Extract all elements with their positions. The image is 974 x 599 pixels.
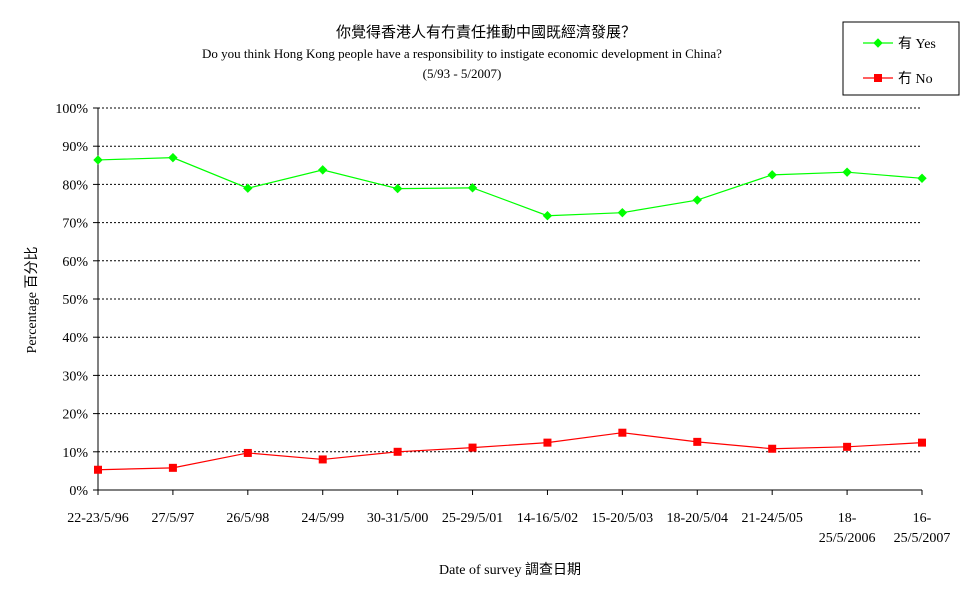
gridlines [98, 107, 922, 453]
x-tick-label: 27/5/97 [152, 511, 195, 526]
x-tick-label: 16- 25/5/2007 [894, 511, 951, 546]
x-tick-label: 25-29/5/01 [442, 511, 503, 526]
data-point-1 [318, 455, 327, 464]
y-axis: 0% 10% 20% 30% 40% 50% 60% 70% 80% 90% 100% [55, 102, 99, 499]
y-tick-label: 90% [62, 140, 88, 155]
x-tick-label-line: 14-16/5/02 [517, 511, 578, 526]
data-point-1 [843, 442, 852, 451]
y-tick-label: 0% [69, 484, 88, 499]
y-tick-label: 70% [62, 217, 88, 232]
data-point-0 [917, 173, 927, 183]
data-point-0 [617, 207, 628, 218]
data-point-1 [543, 438, 552, 447]
x-tick-label: 24/5/99 [301, 511, 344, 526]
legend-box [842, 21, 960, 96]
series-line-0 [97, 157, 923, 217]
y-tick-label: 10% [62, 446, 88, 461]
x-tick-label: 22-23/5/96 [67, 511, 128, 526]
data-point-0 [542, 211, 553, 221]
x-tick-label-line: 21-24/5/05 [741, 511, 802, 526]
y-tick-label: 20% [62, 408, 88, 423]
legend-label: 有 Yes [898, 36, 936, 52]
x-tick-label: 15-20/5/03 [592, 511, 653, 526]
data-point-1 [243, 448, 252, 457]
series-layer [93, 152, 927, 474]
x-tick-label-line: 25-29/5/01 [442, 511, 503, 526]
data-point-1 [618, 428, 627, 437]
x-tick-label-line: 22-23/5/96 [67, 511, 128, 526]
x-tick-label: 26/5/98 [226, 511, 269, 526]
x-axis-label: Date of survey 調查日期 [439, 562, 581, 578]
x-tick-label-line: 30-31/5/00 [367, 511, 428, 526]
data-point-1 [768, 444, 777, 453]
x-tick-label-line: 25/5/2007 [894, 531, 951, 546]
chart-title: 你覺得香港人有冇責任推動中國既經濟發展？ [336, 24, 636, 41]
series-line-1 [97, 432, 923, 471]
chart-date-range: (5/93 - 5/2007) [423, 66, 502, 81]
x-axis: 22-23/5/96 27/5/97 26/5/98 24/5/99 30-31/5/0… [67, 489, 951, 546]
data-point-1 [94, 465, 102, 474]
data-point-0 [467, 183, 478, 193]
y-tick-label: 60% [62, 255, 88, 270]
x-tick-label: 30-31/5/00 [367, 511, 428, 526]
y-tick-label: 100% [55, 102, 88, 117]
x-tick-label-line: 16- [913, 511, 932, 526]
data-point-0 [168, 152, 178, 163]
x-tick-label-line: 26/5/98 [226, 511, 269, 526]
x-tick-label-line: 24/5/99 [301, 511, 344, 526]
y-axis-label: Percentage 百分比 [24, 247, 40, 354]
x-tick-label: 18-20/5/04 [667, 511, 728, 526]
y-tick-label: 50% [62, 293, 88, 308]
data-point-0 [692, 195, 702, 205]
data-point-1 [693, 437, 702, 446]
x-tick-label-line: 18-20/5/04 [667, 511, 728, 526]
chart-subtitle: Do you think Hong Kong people have a res… [202, 46, 722, 61]
data-point-1 [168, 463, 177, 472]
y-tick-label: 30% [62, 369, 88, 384]
legend-marker [873, 38, 883, 48]
data-point-0 [392, 183, 403, 194]
data-point-0 [243, 183, 253, 193]
data-point-1 [918, 438, 926, 447]
data-point-1 [468, 443, 477, 452]
y-tick-label: 80% [62, 178, 88, 193]
data-point-1 [393, 447, 402, 456]
y-tick-label: 40% [62, 331, 88, 346]
x-tick-label-line: 15-20/5/03 [592, 511, 653, 526]
data-point-0 [93, 155, 103, 165]
data-point-0 [767, 170, 777, 180]
legend-marker [874, 74, 882, 82]
x-tick-label-line: 25/5/2006 [819, 531, 876, 546]
data-point-0 [318, 165, 328, 175]
x-tick-label: 18- 25/5/2006 [819, 511, 876, 546]
x-tick-label-line: 27/5/97 [152, 511, 195, 526]
legend-label: 冇 No [898, 71, 933, 87]
x-tick-label: 14-16/5/02 [517, 511, 578, 526]
legend: 有 Yes 冇 No [842, 21, 960, 96]
x-tick-label-line: 18- [838, 511, 857, 526]
data-point-0 [842, 167, 852, 177]
x-tick-label: 21-24/5/05 [741, 511, 802, 526]
